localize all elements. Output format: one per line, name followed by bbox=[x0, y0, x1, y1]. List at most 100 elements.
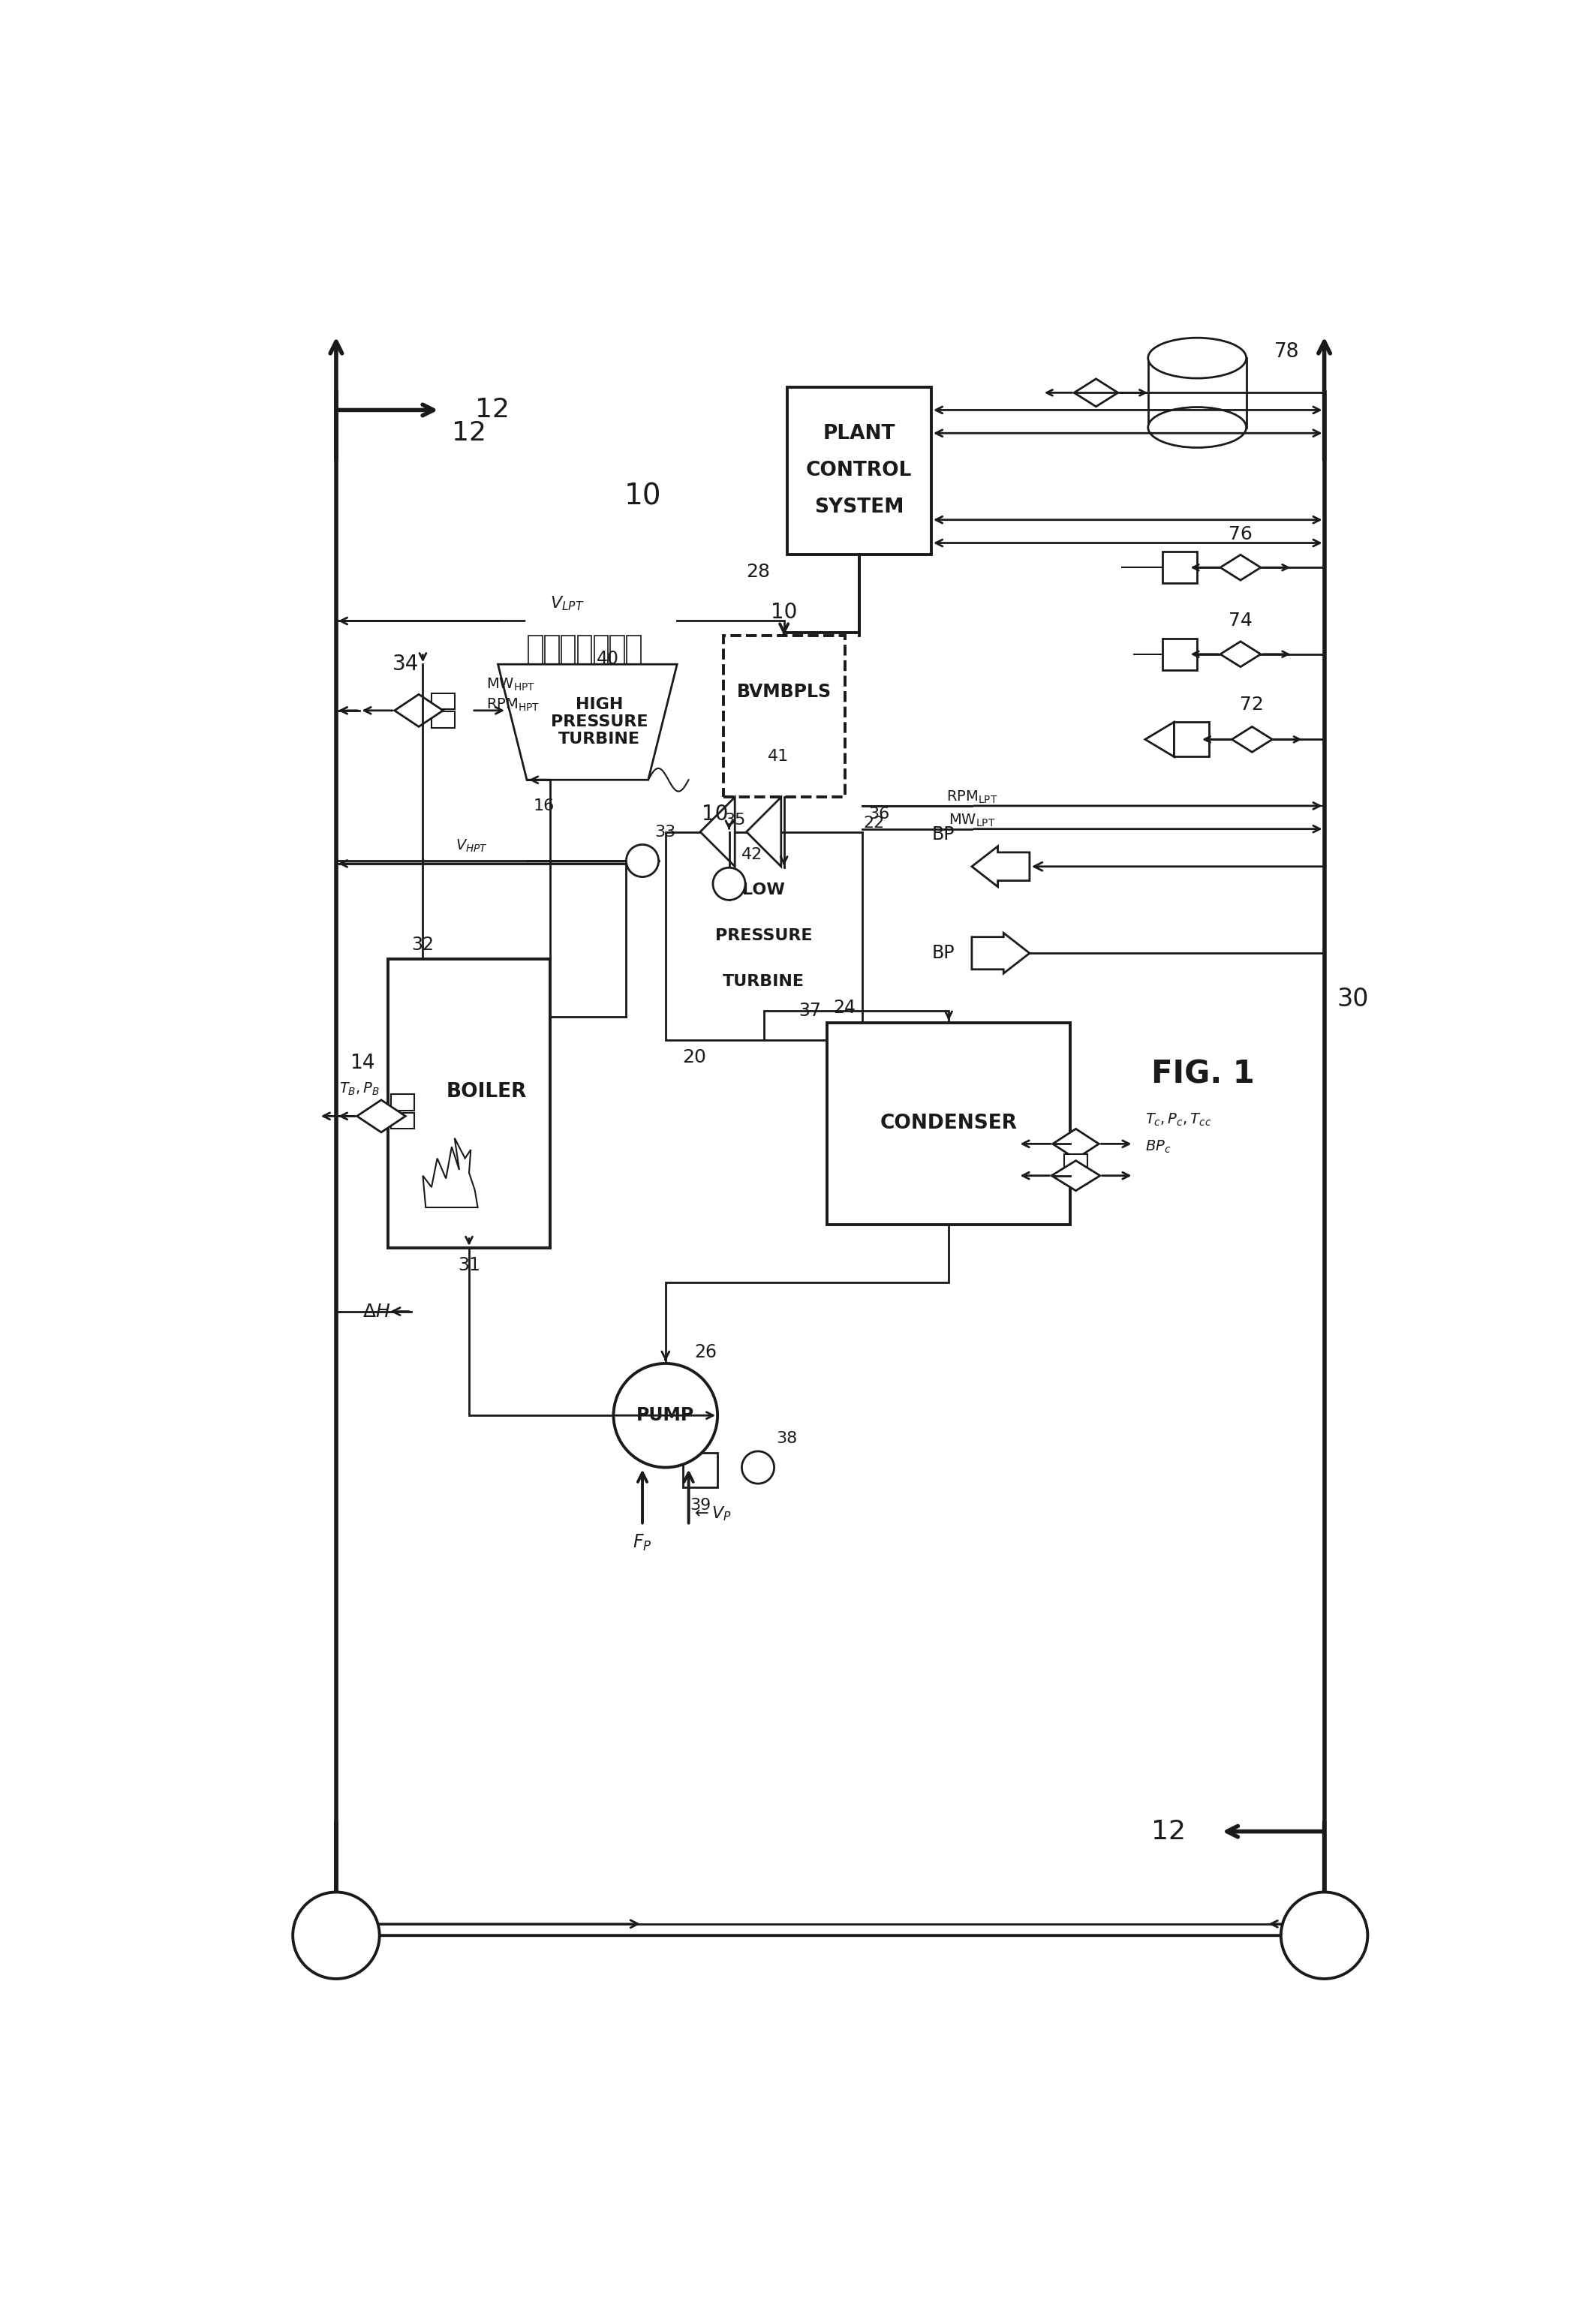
Polygon shape bbox=[700, 797, 735, 867]
Polygon shape bbox=[1074, 379, 1117, 407]
Circle shape bbox=[626, 844, 658, 876]
Text: $\Delta H$: $\Delta H$ bbox=[362, 1301, 391, 1320]
Bar bbox=[787, 386, 931, 555]
Text: HIGH: HIGH bbox=[575, 697, 623, 711]
Polygon shape bbox=[746, 797, 781, 867]
Circle shape bbox=[741, 1450, 775, 1483]
Text: 28: 28 bbox=[746, 562, 770, 581]
Text: $\mathregular{MW_{LPT}}$: $\mathregular{MW_{LPT}}$ bbox=[948, 813, 995, 827]
Text: TURBINE: TURBINE bbox=[722, 974, 805, 990]
Text: $T_c, P_c, T_{cc}$: $T_c, P_c, T_{cc}$ bbox=[1144, 1111, 1211, 1127]
Polygon shape bbox=[357, 1099, 405, 1132]
Polygon shape bbox=[1052, 1160, 1100, 1190]
Bar bbox=[595, 634, 607, 665]
Text: 38: 38 bbox=[776, 1432, 797, 1446]
Ellipse shape bbox=[1148, 407, 1247, 449]
Text: 35: 35 bbox=[724, 813, 746, 827]
Text: 10: 10 bbox=[771, 602, 797, 623]
Bar bbox=[432, 711, 454, 727]
Text: BP: BP bbox=[931, 825, 955, 844]
Polygon shape bbox=[972, 932, 1030, 974]
Text: 24: 24 bbox=[834, 999, 856, 1018]
Bar bbox=[577, 634, 591, 665]
Bar bbox=[827, 1023, 1070, 1225]
Text: A: A bbox=[327, 1922, 346, 1948]
Text: 36: 36 bbox=[869, 806, 889, 823]
Polygon shape bbox=[972, 846, 1030, 888]
Text: 10: 10 bbox=[623, 483, 662, 511]
Text: 22: 22 bbox=[862, 816, 885, 830]
Polygon shape bbox=[497, 665, 677, 781]
Bar bbox=[682, 1452, 717, 1487]
Circle shape bbox=[614, 1364, 717, 1466]
Text: PUMP: PUMP bbox=[636, 1406, 695, 1425]
Text: BOILER: BOILER bbox=[446, 1083, 526, 1102]
Bar bbox=[561, 634, 575, 665]
Text: $T_B, P_B$: $T_B, P_B$ bbox=[340, 1081, 379, 1097]
Text: CONDENSER: CONDENSER bbox=[880, 1113, 1017, 1134]
Ellipse shape bbox=[1148, 337, 1247, 379]
Text: $\leftarrow V_P$: $\leftarrow V_P$ bbox=[692, 1506, 732, 1522]
Text: $\mathregular{RPM_{HPT}}$: $\mathregular{RPM_{HPT}}$ bbox=[486, 697, 540, 713]
Bar bbox=[1162, 551, 1197, 583]
Text: 20: 20 bbox=[682, 1048, 706, 1067]
Text: CONTROL: CONTROL bbox=[807, 460, 912, 481]
Text: 40: 40 bbox=[596, 648, 618, 667]
Text: 78: 78 bbox=[1274, 342, 1299, 363]
Text: BVMBPLS: BVMBPLS bbox=[736, 683, 832, 702]
Text: PRESSURE: PRESSURE bbox=[716, 927, 813, 944]
Text: $V_{HPT}$: $V_{HPT}$ bbox=[456, 839, 488, 855]
Circle shape bbox=[293, 1892, 379, 1978]
Polygon shape bbox=[1221, 555, 1261, 581]
Text: 10: 10 bbox=[701, 804, 728, 825]
Text: 39: 39 bbox=[690, 1497, 711, 1513]
Bar bbox=[389, 960, 550, 1248]
Text: BP: BP bbox=[931, 944, 955, 962]
Text: 31: 31 bbox=[457, 1257, 480, 1274]
Text: $BP_c$: $BP_c$ bbox=[1144, 1139, 1172, 1155]
Text: PLANT: PLANT bbox=[823, 423, 896, 444]
Bar bbox=[1065, 1171, 1087, 1185]
Text: $V_{LPT}$: $V_{LPT}$ bbox=[550, 595, 585, 614]
Text: 16: 16 bbox=[534, 799, 555, 813]
Text: 76: 76 bbox=[1229, 525, 1253, 544]
Bar bbox=[545, 634, 559, 665]
Polygon shape bbox=[1232, 727, 1272, 753]
Bar bbox=[391, 1095, 414, 1111]
Polygon shape bbox=[1144, 723, 1175, 758]
Text: 30: 30 bbox=[1337, 988, 1369, 1011]
Bar bbox=[1162, 639, 1197, 669]
Text: SYSTEM: SYSTEM bbox=[815, 497, 904, 518]
Text: 42: 42 bbox=[741, 848, 764, 862]
Polygon shape bbox=[394, 695, 443, 727]
Text: 74: 74 bbox=[1229, 611, 1253, 630]
Text: TURBINE: TURBINE bbox=[558, 732, 639, 746]
Bar bbox=[529, 634, 542, 665]
Bar bbox=[626, 634, 641, 665]
Text: PRESSURE: PRESSURE bbox=[550, 713, 647, 730]
Polygon shape bbox=[422, 1139, 478, 1208]
Bar bbox=[724, 634, 845, 797]
Polygon shape bbox=[1052, 1129, 1098, 1160]
Bar bbox=[1175, 723, 1208, 758]
Text: $\mathregular{MW_{HPT}}$: $\mathregular{MW_{HPT}}$ bbox=[486, 676, 536, 693]
Text: 32: 32 bbox=[411, 937, 434, 953]
Text: FIG. 1: FIG. 1 bbox=[1151, 1060, 1254, 1090]
Circle shape bbox=[1282, 1892, 1368, 1978]
Text: 33: 33 bbox=[655, 825, 676, 839]
Text: A: A bbox=[1315, 1922, 1334, 1948]
Polygon shape bbox=[1221, 641, 1261, 667]
Text: 12: 12 bbox=[451, 421, 486, 446]
Bar bbox=[666, 832, 862, 1039]
Text: $\mathregular{RPM_{LPT}}$: $\mathregular{RPM_{LPT}}$ bbox=[947, 790, 998, 804]
Circle shape bbox=[713, 867, 746, 899]
Bar bbox=[1065, 1155, 1087, 1169]
Text: 34: 34 bbox=[392, 653, 419, 674]
Text: 12: 12 bbox=[475, 397, 510, 423]
Text: 14: 14 bbox=[349, 1053, 375, 1074]
Text: 26: 26 bbox=[695, 1343, 717, 1362]
Bar bbox=[611, 634, 625, 665]
Text: 12: 12 bbox=[1151, 1820, 1186, 1845]
Text: 72: 72 bbox=[1240, 695, 1264, 713]
Bar bbox=[391, 1113, 414, 1129]
